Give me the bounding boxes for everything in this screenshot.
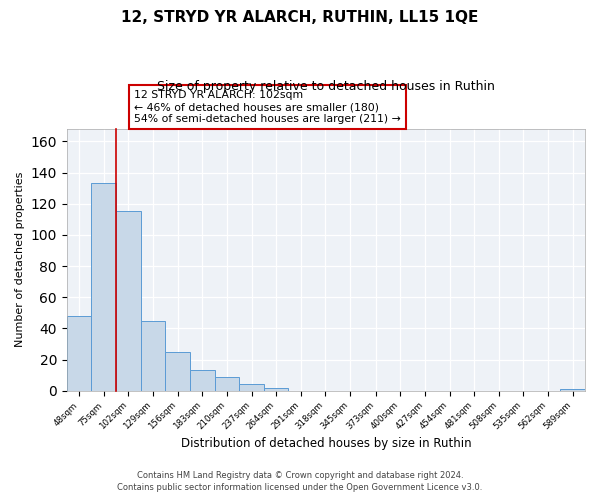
Title: Size of property relative to detached houses in Ruthin: Size of property relative to detached ho… bbox=[157, 80, 495, 93]
Text: 12, STRYD YR ALARCH, RUTHIN, LL15 1QE: 12, STRYD YR ALARCH, RUTHIN, LL15 1QE bbox=[121, 10, 479, 25]
Bar bbox=[166, 352, 190, 391]
Text: Contains HM Land Registry data © Crown copyright and database right 2024.
Contai: Contains HM Land Registry data © Crown c… bbox=[118, 471, 482, 492]
Bar bbox=[91, 184, 116, 390]
Text: 12 STRYD YR ALARCH: 102sqm
← 46% of detached houses are smaller (180)
54% of sem: 12 STRYD YR ALARCH: 102sqm ← 46% of deta… bbox=[134, 90, 401, 124]
Bar bbox=[264, 388, 289, 390]
Y-axis label: Number of detached properties: Number of detached properties bbox=[15, 172, 25, 348]
X-axis label: Distribution of detached houses by size in Ruthin: Distribution of detached houses by size … bbox=[181, 437, 471, 450]
Bar bbox=[67, 316, 91, 390]
Bar bbox=[116, 212, 140, 390]
Bar bbox=[239, 384, 264, 390]
Bar bbox=[560, 389, 585, 390]
Bar bbox=[215, 376, 239, 390]
Bar bbox=[140, 320, 166, 390]
Bar bbox=[190, 370, 215, 390]
